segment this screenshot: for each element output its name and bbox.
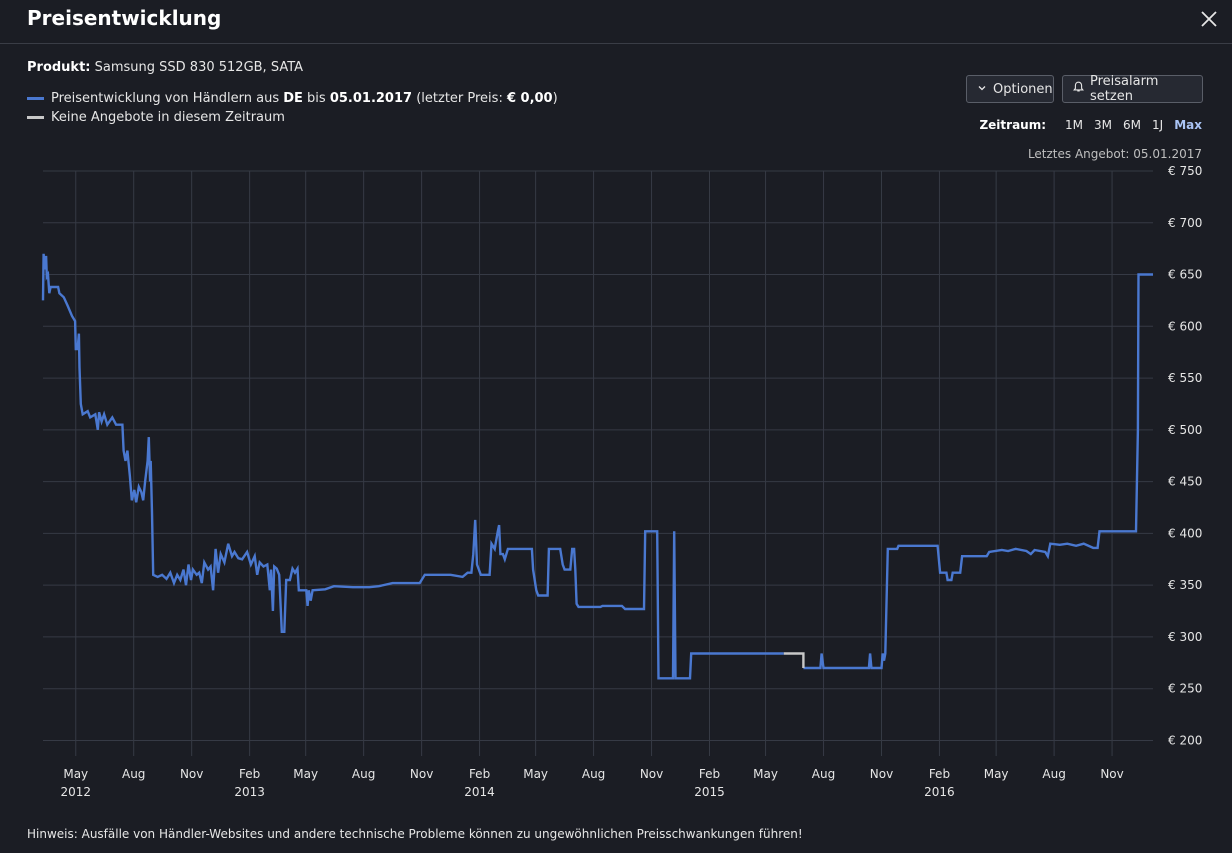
x-tick-label: Aug: [122, 767, 145, 781]
dialog-title: Preisentwicklung: [27, 6, 222, 30]
x-tick-label: May: [523, 767, 548, 781]
dialog-header: Preisentwicklung: [0, 0, 1232, 44]
x-year-label: 2015: [694, 785, 725, 799]
range-option-6m[interactable]: 6M: [1123, 118, 1142, 132]
price-line-segment: [41, 253, 784, 680]
x-tick-label: Aug: [582, 767, 605, 781]
x-tick-label: Feb: [929, 767, 950, 781]
last-offer-text: Letztes Angebot: 05.01.2017: [1027, 147, 1202, 161]
x-tick-label: May: [984, 767, 1009, 781]
y-tick-label: € 650: [1168, 268, 1202, 282]
options-button[interactable]: Optionen: [966, 75, 1054, 103]
y-tick-label: € 300: [1168, 630, 1202, 644]
time-range-selector: Zeitraum: 1M 3M 6M 1J Max: [979, 118, 1202, 132]
x-year-label: 2014: [464, 785, 495, 799]
options-label: Optionen: [993, 81, 1053, 97]
x-year-label: 2012: [60, 785, 91, 799]
product-line: Produkt: Samsung SSD 830 512GB, SATA: [27, 60, 303, 75]
range-option-1j[interactable]: 1J: [1152, 118, 1164, 132]
x-tick-label: May: [63, 767, 88, 781]
legend-item-prices: Preisentwicklung von Händlern aus DE bis…: [27, 91, 558, 106]
x-tick-label: Nov: [640, 767, 663, 781]
legend-no-offers-text: Keine Angebote in diesem Zeitraum: [51, 110, 285, 125]
y-tick-label: € 750: [1168, 164, 1202, 178]
range-option-1m[interactable]: 1M: [1065, 118, 1084, 132]
y-tick-label: € 700: [1168, 216, 1202, 230]
y-tick-label: € 600: [1168, 319, 1202, 333]
legend-text-prefix: Preisentwicklung von Händlern aus: [51, 91, 284, 106]
range-option-3m[interactable]: 3M: [1094, 118, 1113, 132]
x-tick-label: Aug: [812, 767, 835, 781]
x-tick-label: May: [753, 767, 778, 781]
x-tick-label: Aug: [352, 767, 375, 781]
y-tick-label: € 200: [1168, 733, 1202, 747]
x-tick-label: Nov: [1100, 767, 1123, 781]
x-tick-label: May: [293, 767, 318, 781]
y-tick-label: € 500: [1168, 423, 1202, 437]
chevron-down-icon: [977, 82, 987, 97]
hint-text: Hinweis: Ausfälle von Händler-Websites u…: [27, 827, 803, 841]
price-alert-label: Preisalarm setzen: [1090, 74, 1159, 104]
legend-date: 05.01.2017: [329, 91, 413, 106]
price-line-segment: [803, 273, 1153, 670]
legend-last-price: € 0,00: [506, 91, 553, 106]
no-offers-line: [783, 652, 805, 668]
y-tick-label: € 550: [1168, 371, 1202, 385]
x-tick-label: Feb: [699, 767, 720, 781]
x-tick-label: Nov: [180, 767, 203, 781]
price-alert-button[interactable]: Preisalarm setzen: [1062, 74, 1203, 104]
y-tick-label: € 350: [1168, 578, 1202, 592]
y-tick-label: € 250: [1168, 682, 1202, 696]
legend-country: DE: [283, 91, 303, 106]
x-tick-label: Nov: [410, 767, 433, 781]
legend-text-suffix-a: (letzter Preis:: [412, 91, 507, 106]
legend-swatch-gray: [27, 116, 44, 119]
y-tick-label: € 450: [1168, 475, 1202, 489]
range-option-max[interactable]: Max: [1174, 118, 1202, 132]
legend-text-middle: bis: [302, 91, 330, 106]
legend-swatch-blue: [27, 97, 44, 100]
close-icon[interactable]: [1198, 8, 1220, 30]
x-tick-label: Feb: [469, 767, 490, 781]
x-year-label: 2016: [924, 785, 955, 799]
x-tick-label: Nov: [870, 767, 893, 781]
time-range-label: Zeitraum:: [979, 118, 1047, 132]
legend-text-suffix-b: ): [552, 91, 558, 106]
legend-item-no-offers: Keine Angebote in diesem Zeitraum: [27, 110, 285, 125]
bell-icon: [1073, 81, 1084, 97]
x-tick-label: Feb: [239, 767, 260, 781]
product-label: Produkt:: [27, 60, 91, 75]
x-tick-label: Aug: [1042, 767, 1065, 781]
product-name: Samsung SSD 830 512GB, SATA: [94, 60, 304, 75]
y-tick-label: € 400: [1168, 526, 1202, 540]
x-year-label: 2013: [234, 785, 265, 799]
